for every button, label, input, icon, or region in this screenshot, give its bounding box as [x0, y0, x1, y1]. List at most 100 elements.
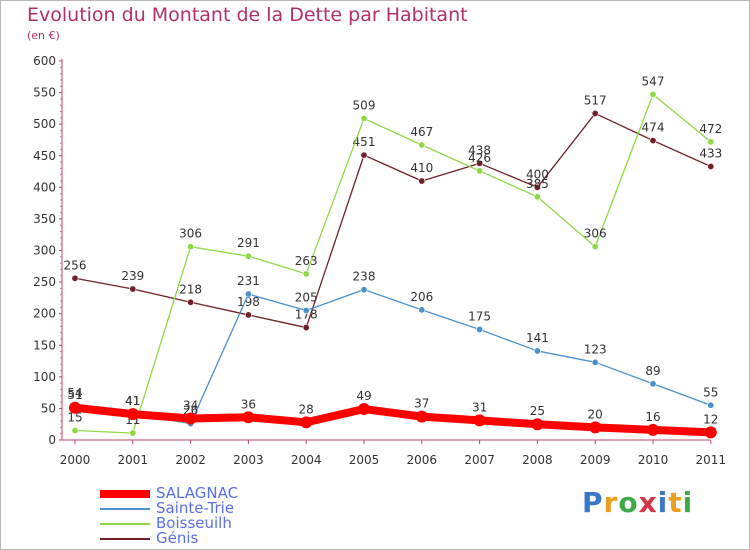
data-point-g-nis: [707, 162, 715, 170]
data-point-g-nis: [649, 137, 657, 145]
y-tick-label: 150: [33, 338, 56, 352]
data-label-salagnac: 51: [67, 388, 82, 402]
data-point-g-nis: [71, 274, 79, 282]
y-tick-label: 600: [33, 54, 56, 68]
y-tick-label: 500: [33, 117, 56, 131]
data-point-boisseuilh: [649, 90, 657, 98]
data-point-boisseuilh: [187, 243, 195, 251]
legend-swatch-genis: [100, 538, 150, 540]
data-point-salagnac: [704, 426, 717, 439]
data-point-g-nis: [591, 109, 599, 117]
legend-label-boisseuilh: Boisseuilh: [156, 514, 232, 532]
data-label-boisseuilh: 467: [410, 125, 433, 139]
data-point-sainte-trie: [418, 306, 426, 314]
data-label-boisseuilh: 306: [179, 227, 202, 241]
x-tick-label: 2006: [407, 453, 438, 467]
data-point-sainte-trie: [302, 307, 310, 315]
y-tick-label: 550: [33, 86, 56, 100]
data-point-g-nis: [129, 285, 137, 293]
data-point-g-nis: [244, 311, 252, 319]
data-point-boisseuilh: [707, 138, 715, 146]
x-tick-label: 2002: [175, 453, 206, 467]
x-tick-label: 2007: [464, 453, 495, 467]
data-label-salagnac: 28: [299, 402, 314, 416]
data-point-boisseuilh: [244, 252, 252, 260]
x-tick-label: 2003: [233, 453, 264, 467]
data-point-salagnac: [415, 410, 428, 423]
logo-letter: t: [668, 486, 683, 519]
data-label-g-nis: 474: [642, 121, 665, 135]
data-label-boisseuilh: 291: [237, 236, 260, 250]
data-point-g-nis: [187, 298, 195, 306]
data-label-sainte-trie: 238: [353, 270, 376, 284]
y-tick-label: 100: [33, 370, 56, 384]
series-line-salagnac: [71, 403, 715, 437]
y-tick-label: 50: [41, 401, 56, 415]
data-label-sainte-trie: 205: [295, 291, 318, 305]
series-line-boisseuilh: [74, 93, 712, 434]
legend-swatch-salagnac: [100, 490, 150, 498]
data-point-salagnac: [184, 412, 197, 425]
data-label-sainte-trie: 89: [645, 364, 660, 378]
data-point-g-nis: [476, 159, 484, 167]
logo-letter: r: [603, 486, 619, 519]
data-point-salagnac: [126, 408, 139, 421]
chart-unit: (en €): [27, 29, 60, 42]
data-label-g-nis: 517: [584, 93, 607, 107]
data-label-salagnac: 37: [414, 397, 429, 411]
x-tick-label: 2010: [638, 453, 669, 467]
data-label-salagnac: 49: [356, 389, 371, 403]
data-label-salagnac: 36: [241, 397, 256, 411]
data-point-boisseuilh: [360, 114, 368, 122]
logo-letter: x: [638, 486, 658, 519]
y-tick-label: 350: [33, 212, 56, 226]
data-label-boisseuilh: 426: [468, 151, 491, 165]
data-label-sainte-trie: 41: [125, 394, 140, 408]
data-point-salagnac: [589, 421, 602, 434]
proxiti-logo[interactable]: Proxiti: [582, 486, 693, 519]
data-label-salagnac: 34: [183, 399, 198, 413]
logo-letter: P: [582, 486, 604, 519]
x-tick-label: 2008: [522, 453, 553, 467]
data-label-g-nis: 218: [179, 282, 202, 296]
data-point-g-nis: [533, 183, 541, 191]
data-point-salagnac: [69, 401, 81, 414]
data-label-boisseuilh: 263: [295, 254, 318, 268]
data-point-boisseuilh: [591, 243, 599, 251]
legend-label-salagnac: SALAGNAC: [156, 484, 239, 502]
legend-label-sainte-trie: Sainte-Trie: [156, 499, 235, 517]
x-tick-label: 2011: [696, 453, 727, 467]
data-point-sainte-trie: [649, 380, 657, 388]
x-tick-label: 2001: [118, 453, 149, 467]
data-label-boisseuilh: 306: [584, 227, 607, 241]
y-tick-label: 250: [33, 275, 56, 289]
data-label-sainte-trie: 206: [410, 290, 433, 304]
data-label-salagnac: 31: [472, 400, 487, 414]
data-point-boisseuilh: [129, 429, 137, 437]
data-point-sainte-trie: [707, 401, 715, 409]
x-tick-label: 2005: [349, 453, 380, 467]
series-line-sainte-trie: [74, 289, 712, 425]
data-label-g-nis: 438: [468, 143, 491, 157]
chart-title: Evolution du Montant de la Dette par Hab…: [27, 4, 468, 26]
data-label-sainte-trie: 123: [584, 342, 607, 356]
legend-swatch-sainte-trie: [100, 508, 150, 510]
data-label-sainte-trie: 175: [468, 309, 491, 323]
data-point-salagnac: [358, 403, 370, 416]
data-point-boisseuilh: [418, 141, 426, 149]
data-label-boisseuilh: 509: [353, 98, 376, 112]
data-point-salagnac: [473, 414, 486, 427]
data-point-sainte-trie: [533, 347, 541, 355]
data-label-g-nis: 410: [410, 161, 433, 175]
x-tick-label: 2009: [580, 453, 611, 467]
data-label-g-nis: 451: [353, 135, 376, 149]
y-tick-label: 0: [48, 433, 56, 447]
data-label-sainte-trie: 55: [703, 385, 718, 399]
data-point-sainte-trie: [360, 286, 368, 294]
data-point-g-nis: [360, 151, 368, 159]
logo-letter: i: [682, 486, 694, 519]
data-label-g-nis: 400: [526, 167, 549, 181]
data-point-boisseuilh: [476, 167, 484, 175]
data-point-g-nis: [302, 324, 310, 332]
